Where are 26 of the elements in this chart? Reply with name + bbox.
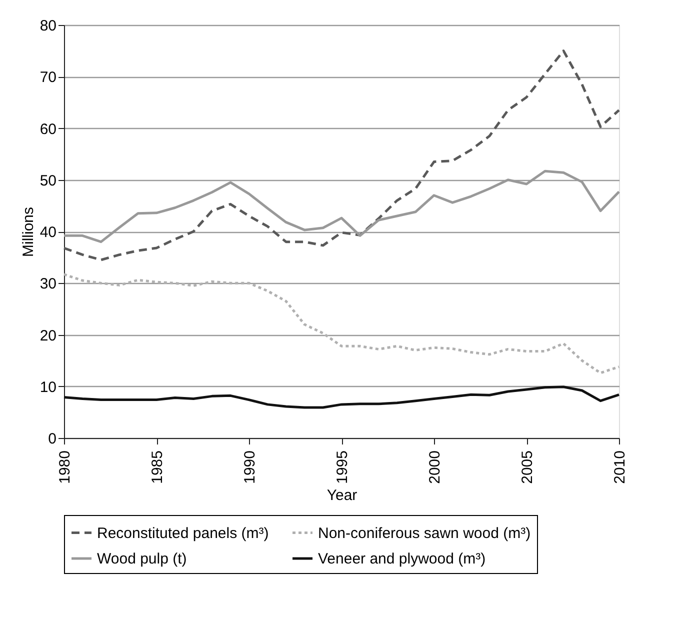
y-axis-title: Millions	[20, 206, 37, 258]
line-series	[62, 386, 620, 409]
x-tick-label: 2000	[426, 450, 444, 484]
y-tick-label: 60	[40, 120, 56, 138]
y-tick-label: 40	[40, 224, 56, 241]
y-tick-label: 0	[48, 430, 56, 448]
y-tick-label: 10	[40, 378, 56, 396]
x-axis-title: Year	[326, 486, 358, 504]
y-tick-label: 50	[40, 172, 56, 190]
legend-label: Non-coniferous sawn wood (m³)	[318, 524, 531, 542]
legend-label: Reconstituted panels (m³)	[97, 524, 269, 542]
x-tick-label: 2010	[612, 450, 628, 484]
line-series	[62, 50, 620, 262]
y-tick-label: 20	[40, 327, 56, 344]
y-tick-label: 30	[40, 276, 56, 293]
x-tick-label: 1985	[149, 450, 166, 484]
x-tick-label: 1990	[242, 450, 258, 484]
line-series	[62, 273, 620, 374]
y-tick-label: 70	[40, 69, 56, 86]
x-tick-label: 1995	[334, 450, 351, 484]
legend-label: Wood pulp (t)	[97, 550, 187, 568]
line-series	[62, 170, 620, 244]
x-tick-label: 1980	[56, 450, 74, 484]
y-tick-label: 80	[40, 18, 56, 34]
legend-label: Veneer and plywood (m³)	[318, 550, 486, 568]
x-tick-label: 2005	[519, 450, 536, 484]
